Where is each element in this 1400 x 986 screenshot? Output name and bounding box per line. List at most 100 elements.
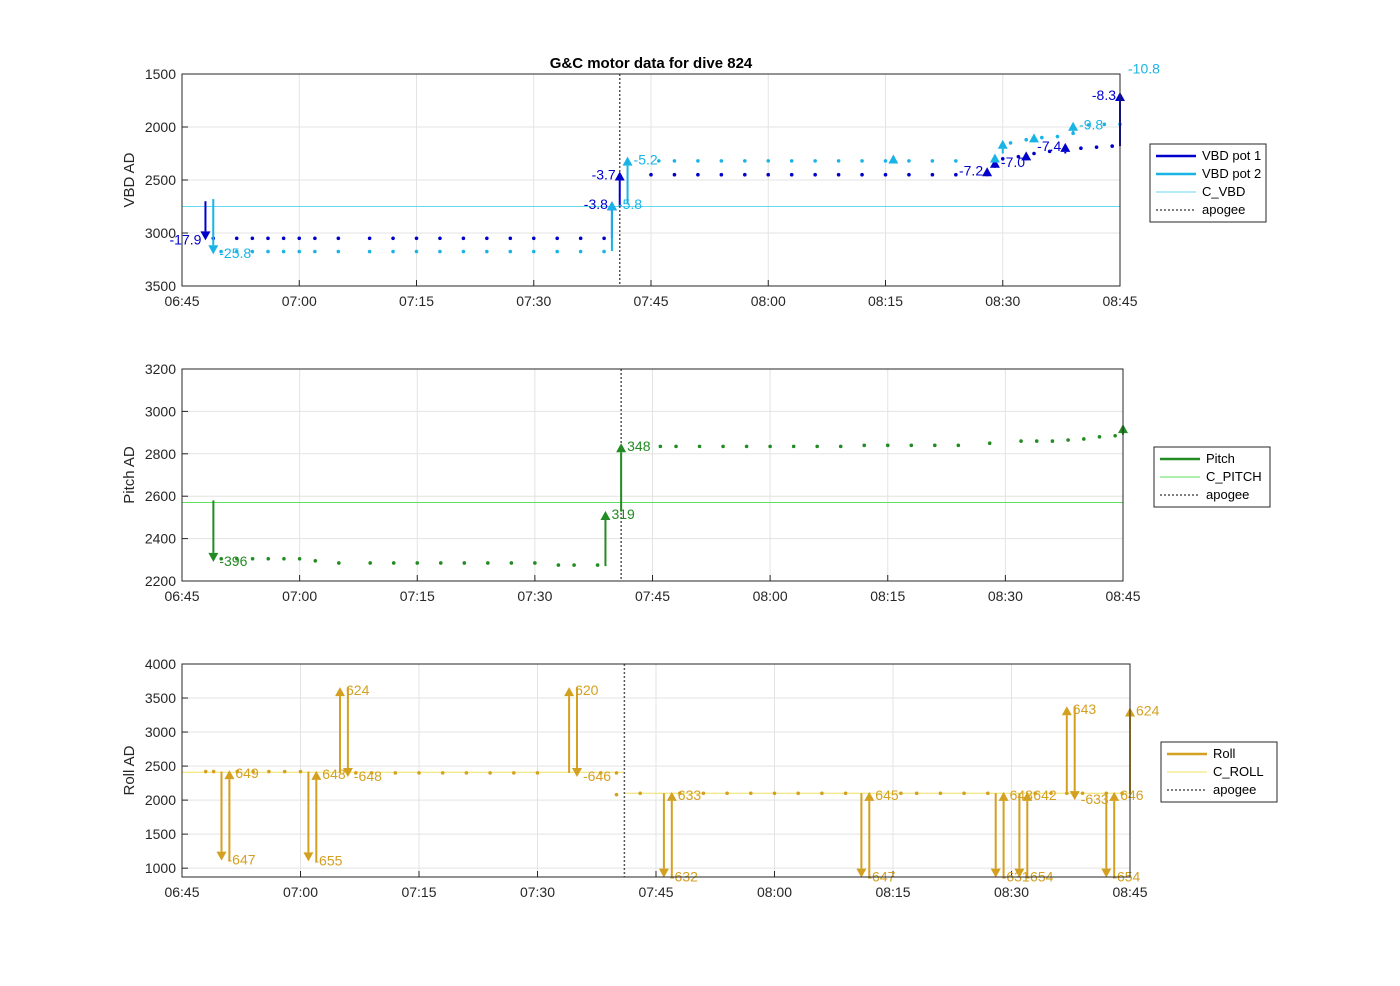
- data-point: [533, 561, 537, 565]
- move-arrow-head: [216, 851, 227, 861]
- data-point: [766, 172, 771, 177]
- legend-label: C_PITCH: [1206, 469, 1262, 484]
- legend-label: apogee: [1202, 202, 1245, 217]
- data-point: [1000, 157, 1005, 161]
- axes-box: [181, 368, 1124, 582]
- move-arrow-head: [208, 552, 219, 562]
- data-point: [354, 771, 358, 775]
- data-point: [701, 791, 706, 796]
- x-tick-label: 08:45: [1112, 884, 1147, 900]
- data-point: [1033, 791, 1037, 796]
- data-point: [954, 159, 958, 163]
- data-point: [486, 561, 490, 565]
- data-point: [572, 563, 576, 567]
- data-point: [297, 249, 302, 254]
- data-point: [313, 236, 317, 241]
- data-point: [367, 236, 372, 241]
- y-tick-label: 3000: [145, 403, 176, 419]
- x-tick-label: 07:30: [516, 293, 551, 309]
- move-arrow-head: [224, 770, 235, 780]
- x-tick-label: 07:30: [520, 884, 555, 900]
- data-point: [1079, 146, 1083, 150]
- data-point: [813, 172, 817, 177]
- data-point: [743, 159, 747, 163]
- data-point: [509, 561, 514, 565]
- data-point: [461, 249, 466, 254]
- data-point: [282, 769, 287, 774]
- data-point: [930, 172, 935, 177]
- x-tick-label: 07:15: [400, 588, 435, 604]
- chart-title: G&C motor data for dive 824: [550, 55, 753, 72]
- data-point: [672, 172, 677, 177]
- x-tick-label: 08:15: [875, 884, 910, 900]
- data-point: [820, 791, 824, 796]
- data-point: [899, 791, 903, 796]
- data-point: [336, 249, 341, 254]
- data-point: [1032, 151, 1036, 156]
- data-point: [369, 771, 374, 775]
- data-point: [766, 159, 771, 163]
- data-point: [250, 236, 255, 241]
- move-arrow-head: [1068, 121, 1079, 131]
- data-point: [234, 236, 239, 241]
- data-point: [298, 769, 303, 774]
- data-point: [1102, 122, 1107, 127]
- data-point: [440, 771, 445, 775]
- x-tick-label: 08:15: [868, 293, 903, 309]
- x-tick-label: 07:15: [399, 293, 434, 309]
- data-point: [1047, 149, 1052, 154]
- data-point: [954, 172, 958, 177]
- data-point: [281, 249, 286, 254]
- data-point: [658, 444, 663, 449]
- data-point: [313, 249, 317, 254]
- data-point: [696, 159, 700, 163]
- data-point: [337, 561, 341, 565]
- legend-label: Roll: [1213, 746, 1236, 761]
- data-label: -25.8: [219, 245, 251, 261]
- x-tick-label: 07:45: [638, 884, 673, 900]
- data-point: [1097, 435, 1102, 439]
- move-arrow-head: [572, 767, 582, 777]
- move-arrow-head: [998, 791, 1009, 801]
- data-point: [531, 236, 536, 241]
- data-point: [649, 172, 653, 177]
- data-point: [1094, 145, 1099, 149]
- y-tick-label: 3200: [145, 361, 176, 377]
- data-label: -5.2: [634, 152, 658, 168]
- data-point: [282, 556, 286, 561]
- data-point: [555, 249, 559, 254]
- legend-label: apogee: [1206, 487, 1249, 502]
- data-point: [987, 441, 992, 446]
- data-label: -396: [219, 553, 247, 569]
- data-point: [219, 556, 224, 561]
- data-point: [1016, 154, 1021, 159]
- chart-panel-3: 06:45 07:00 07:15 07:30 07:45 08:00 08:15 08:30…: [121, 656, 1278, 900]
- data-point: [813, 159, 817, 163]
- y-tick-label: 2000: [145, 119, 176, 135]
- data-point: [1086, 123, 1091, 127]
- chart-panel-2: 06:45 07:00 07:15 07:30 07:45 08:00 08:15 08:30…: [121, 361, 1271, 604]
- data-point: [266, 556, 271, 561]
- move-arrow-head: [1101, 868, 1112, 878]
- data-label: -9.8: [1079, 117, 1103, 133]
- data-point: [657, 159, 661, 163]
- data-point: [512, 771, 516, 775]
- data-point: [883, 172, 888, 177]
- data-point: [598, 771, 603, 775]
- data-point: [313, 559, 318, 563]
- y-tick-label: 2200: [145, 573, 176, 589]
- move-arrow-head: [864, 791, 875, 801]
- data-point: [986, 791, 990, 796]
- data-point: [595, 563, 600, 567]
- data-point: [719, 159, 724, 163]
- data-point: [219, 249, 223, 254]
- data-point: [556, 563, 561, 567]
- move-arrow-head: [311, 770, 322, 780]
- data-point: [266, 236, 270, 241]
- y-tick-label: 1500: [145, 826, 176, 842]
- data-point: [297, 236, 302, 241]
- data-point: [1050, 439, 1055, 443]
- data-point: [962, 791, 966, 796]
